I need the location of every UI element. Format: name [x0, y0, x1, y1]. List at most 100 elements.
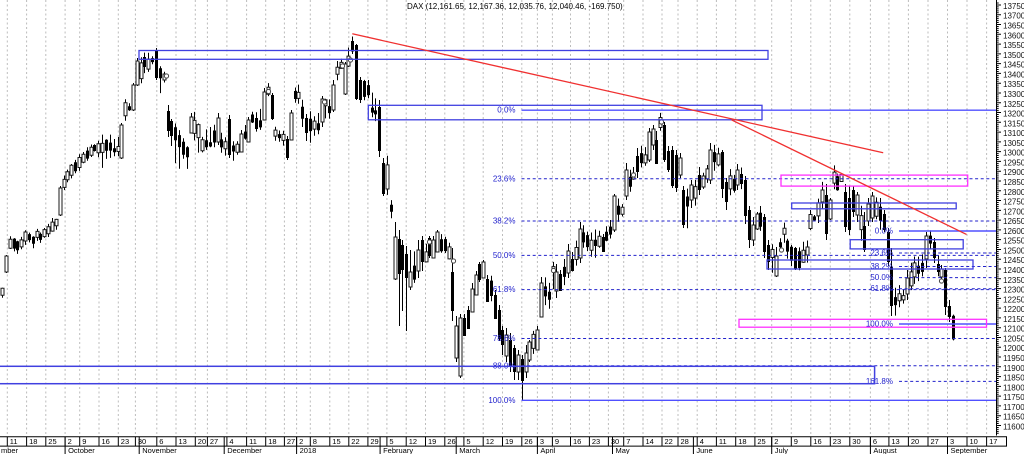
svg-text:DAX (12,161.65, 12,167.36, 12,: DAX (12,161.65, 12,167.36, 12,035.76, 12… — [407, 2, 623, 11]
svg-text:12400: 12400 — [1003, 266, 1024, 275]
svg-text:13250: 13250 — [1003, 100, 1024, 109]
svg-text:12150: 12150 — [1003, 315, 1024, 324]
svg-text:100.0%: 100.0% — [866, 320, 893, 329]
svg-text:April: April — [540, 446, 555, 454]
svg-text:11850: 11850 — [1003, 374, 1024, 383]
svg-text:mber: mber — [1, 446, 19, 454]
svg-text:12850: 12850 — [1003, 178, 1024, 187]
svg-text:9: 9 — [82, 437, 86, 446]
svg-text:2: 2 — [68, 437, 72, 446]
svg-text:5: 5 — [389, 437, 393, 446]
svg-text:11: 11 — [249, 437, 257, 446]
svg-text:50.0%: 50.0% — [493, 251, 516, 260]
svg-text:11950: 11950 — [1003, 354, 1024, 363]
svg-text:11650: 11650 — [1003, 413, 1024, 422]
svg-text:50.0%: 50.0% — [870, 273, 893, 282]
svg-text:12550: 12550 — [1003, 237, 1024, 246]
svg-text:30: 30 — [611, 437, 619, 446]
svg-text:12650: 12650 — [1003, 217, 1024, 226]
svg-text:27: 27 — [210, 437, 218, 446]
svg-text:February: February — [383, 446, 413, 454]
svg-text:23.6%: 23.6% — [493, 174, 516, 183]
svg-text:18: 18 — [738, 437, 746, 446]
svg-text:0.0%: 0.0% — [497, 106, 515, 115]
svg-text:12: 12 — [486, 437, 494, 446]
svg-text:12350: 12350 — [1003, 276, 1024, 285]
svg-text:11: 11 — [719, 437, 727, 446]
svg-text:March: March — [459, 446, 480, 454]
svg-text:6: 6 — [873, 437, 877, 446]
svg-text:23: 23 — [121, 437, 129, 446]
svg-text:161.8%: 161.8% — [866, 377, 893, 386]
svg-text:September: September — [951, 446, 988, 454]
svg-text:20: 20 — [198, 437, 206, 446]
svg-text:13750: 13750 — [1003, 2, 1024, 11]
svg-text:9: 9 — [794, 437, 798, 446]
svg-text:29: 29 — [370, 437, 378, 446]
svg-text:November: November — [142, 446, 177, 454]
svg-text:3: 3 — [950, 437, 954, 446]
svg-text:19: 19 — [505, 437, 513, 446]
svg-text:12250: 12250 — [1003, 295, 1024, 304]
svg-text:11: 11 — [10, 437, 18, 446]
svg-text:13450: 13450 — [1003, 61, 1024, 70]
svg-text:38.2%: 38.2% — [870, 262, 893, 271]
svg-text:8: 8 — [313, 437, 317, 446]
svg-text:23: 23 — [833, 437, 841, 446]
svg-text:30: 30 — [138, 437, 146, 446]
svg-text:2: 2 — [299, 437, 303, 446]
svg-text:78.6%: 78.6% — [493, 334, 516, 343]
svg-text:28: 28 — [681, 437, 689, 446]
svg-text:5: 5 — [466, 437, 470, 446]
svg-text:20: 20 — [911, 437, 919, 446]
svg-text:13350: 13350 — [1003, 80, 1024, 89]
svg-text:4: 4 — [229, 437, 233, 446]
svg-text:13550: 13550 — [1003, 41, 1024, 50]
svg-text:3: 3 — [540, 437, 544, 446]
svg-text:12: 12 — [409, 437, 417, 446]
svg-text:61.8%: 61.8% — [870, 284, 893, 293]
svg-text:12300: 12300 — [1003, 286, 1024, 295]
svg-text:12800: 12800 — [1003, 188, 1024, 197]
svg-text:July: July — [775, 446, 789, 454]
svg-text:13300: 13300 — [1003, 90, 1024, 99]
svg-text:22: 22 — [665, 437, 673, 446]
svg-text:18: 18 — [29, 437, 37, 446]
svg-text:26: 26 — [447, 437, 455, 446]
svg-text:2: 2 — [774, 437, 778, 446]
svg-text:25: 25 — [757, 437, 765, 446]
svg-text:11750: 11750 — [1003, 393, 1024, 402]
svg-text:12900: 12900 — [1003, 168, 1024, 177]
svg-text:10: 10 — [970, 437, 978, 446]
svg-text:13050: 13050 — [1003, 139, 1024, 148]
svg-text:13000: 13000 — [1003, 149, 1024, 158]
svg-text:13600: 13600 — [1003, 31, 1024, 40]
svg-text:December: December — [227, 446, 262, 454]
svg-text:19: 19 — [428, 437, 436, 446]
svg-text:26: 26 — [524, 437, 532, 446]
svg-text:25: 25 — [48, 437, 56, 446]
svg-text:38.2%: 38.2% — [493, 217, 516, 226]
svg-text:13: 13 — [891, 437, 899, 446]
svg-text:12200: 12200 — [1003, 305, 1024, 314]
svg-text:0.0%: 0.0% — [875, 227, 893, 236]
svg-text:12100: 12100 — [1003, 325, 1024, 334]
svg-text:14: 14 — [646, 437, 654, 446]
svg-text:May: May — [616, 446, 630, 454]
svg-text:22: 22 — [351, 437, 359, 446]
svg-text:16: 16 — [813, 437, 821, 446]
svg-text:100.0%: 100.0% — [488, 396, 515, 405]
svg-text:13150: 13150 — [1003, 119, 1024, 128]
svg-text:7: 7 — [626, 437, 630, 446]
svg-text:13: 13 — [179, 437, 187, 446]
svg-text:12000: 12000 — [1003, 344, 1024, 353]
svg-text:16: 16 — [102, 437, 110, 446]
svg-text:13200: 13200 — [1003, 110, 1024, 119]
svg-text:12950: 12950 — [1003, 158, 1024, 167]
svg-text:16: 16 — [573, 437, 581, 446]
svg-text:11700: 11700 — [1003, 403, 1024, 412]
svg-text:12050: 12050 — [1003, 335, 1024, 344]
svg-text:18: 18 — [268, 437, 276, 446]
svg-text:23: 23 — [592, 437, 600, 446]
svg-text:6: 6 — [159, 437, 163, 446]
